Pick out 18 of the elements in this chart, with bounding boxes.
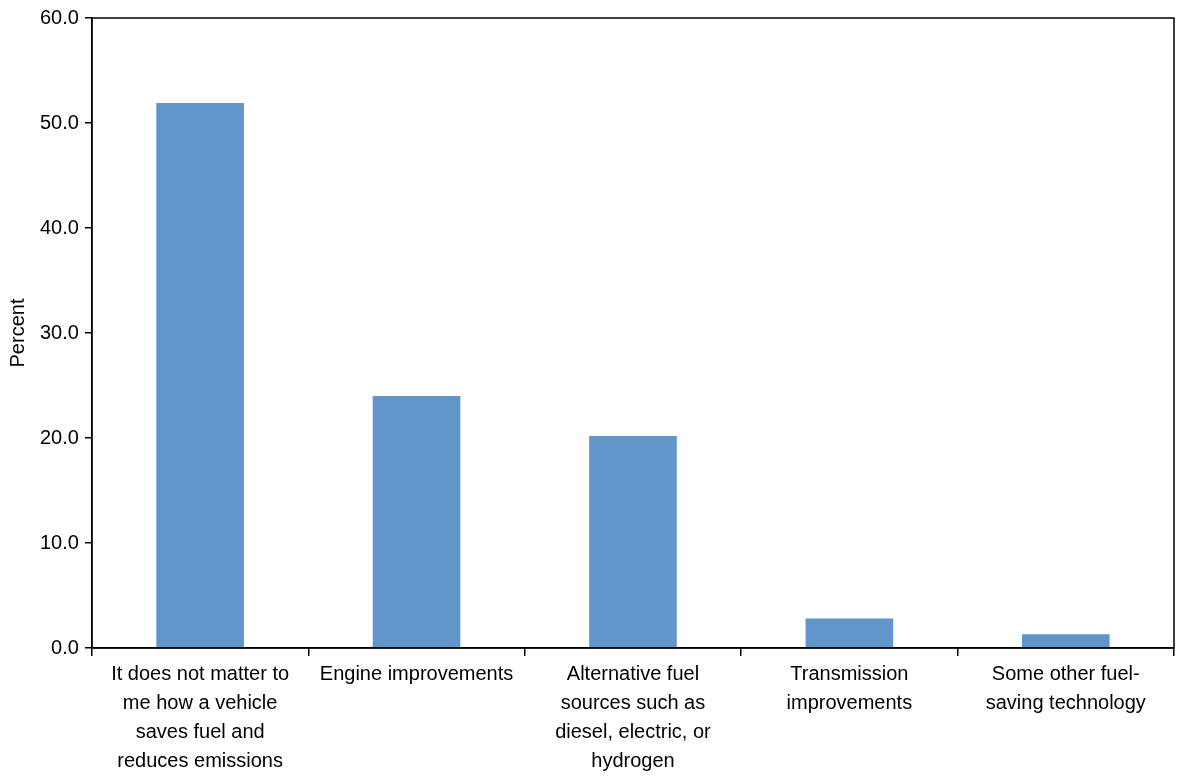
- bar: [805, 618, 894, 648]
- y-tick-label: 40.0: [39, 215, 79, 238]
- bar: [156, 103, 244, 648]
- y-tick-label: 0.0: [51, 635, 79, 658]
- x-tick-label: Some other fuel-saving technology: [985, 662, 1146, 714]
- y-axis-title: Percent: [5, 298, 28, 368]
- y-tick-label: 10.0: [39, 530, 79, 553]
- y-tick-label: 20.0: [39, 425, 79, 448]
- bar: [372, 396, 461, 648]
- x-tick-label: Engine improvements: [319, 662, 514, 685]
- x-tick-label: It does not matter to me how a vehicle saves fuel and reduces emissions: [111, 662, 290, 772]
- x-tick-label: Transmission improvements: [786, 662, 913, 714]
- y-tick-label: 30.0: [39, 320, 79, 343]
- y-tick-label: 60.0: [39, 5, 79, 28]
- y-tick-label: 50.0: [39, 110, 79, 133]
- x-tick-label: Alternative fuel sources such as diesel, electric, or hydrogen: [555, 662, 712, 772]
- bar: [1021, 634, 1110, 648]
- bar: [589, 435, 677, 648]
